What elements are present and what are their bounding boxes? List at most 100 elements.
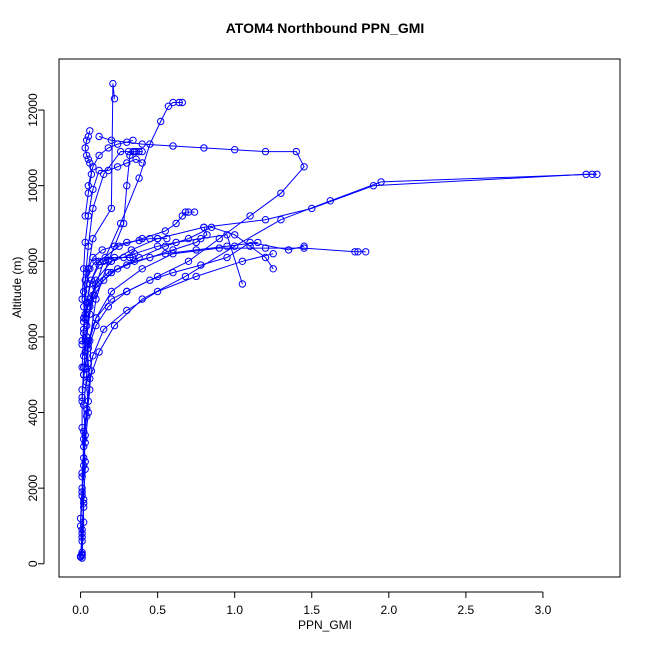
data-point [89, 163, 97, 171]
data-point [76, 553, 85, 561]
data-point [81, 144, 89, 152]
data-point [377, 178, 385, 186]
data-point [207, 223, 216, 232]
data-point [354, 248, 362, 256]
series-line [81, 136, 305, 390]
data-point [238, 280, 247, 288]
data-point [153, 234, 162, 243]
data-point [110, 95, 119, 103]
data-point [80, 503, 88, 511]
data-point [89, 185, 97, 194]
x-tick-label: 3.0 [535, 603, 552, 617]
data-point [588, 170, 596, 179]
data-point [84, 189, 93, 197]
series-line [83, 238, 167, 292]
data-point [153, 272, 162, 281]
data-point [95, 166, 103, 175]
x-tick-label: 2.5 [458, 603, 475, 617]
y-tick-label: 6000 [26, 323, 40, 350]
data-point [107, 268, 116, 277]
data-point [175, 98, 183, 107]
data-point [129, 136, 137, 145]
data-point [223, 231, 231, 239]
data-point [138, 265, 146, 273]
data-point [80, 303, 88, 311]
data-point [326, 197, 334, 205]
x-tick-label: 0.5 [149, 603, 166, 617]
data-point [203, 231, 211, 239]
data-point [284, 246, 293, 254]
data-point [169, 250, 177, 258]
data-point [100, 257, 108, 265]
data-point [107, 295, 116, 303]
y-axis-label: Altitude (m) [10, 256, 24, 318]
data-point [92, 280, 100, 288]
data-point [261, 244, 270, 252]
data-point [197, 261, 205, 269]
data-point [78, 537, 86, 545]
data-point [80, 352, 88, 360]
data-point [86, 386, 94, 394]
data-point [83, 412, 91, 420]
data-point [197, 234, 205, 243]
data-point [107, 204, 116, 213]
data-point [78, 340, 86, 349]
data-point [169, 142, 177, 150]
data-point [157, 117, 165, 126]
data-point [238, 257, 247, 265]
data-point [138, 147, 146, 156]
data-point [362, 248, 370, 256]
x-tick-label: 1.5 [303, 603, 320, 617]
data-point [89, 253, 97, 262]
data-point [146, 253, 154, 262]
data-point [92, 276, 100, 284]
data-point [126, 253, 134, 262]
data-point [78, 423, 86, 432]
data-point [78, 492, 86, 500]
data-point [300, 163, 308, 171]
data-point [231, 231, 239, 239]
data-point [104, 166, 113, 175]
data-point [351, 248, 359, 256]
data-point [83, 151, 91, 160]
data-point [300, 244, 308, 252]
data-point [161, 227, 170, 235]
y-tick-label: 4000 [26, 399, 40, 426]
data-point [300, 242, 308, 250]
data-point [146, 276, 154, 284]
data-point [192, 272, 200, 281]
data-point [83, 136, 91, 145]
data-point [161, 250, 170, 258]
data-point [135, 147, 143, 156]
data-point [130, 250, 139, 258]
data-point [277, 189, 285, 197]
data-point [138, 140, 146, 148]
data-point [123, 182, 131, 190]
data-point [90, 291, 99, 299]
data-point [78, 554, 86, 562]
data-point [100, 170, 108, 179]
data-point [169, 246, 177, 254]
data-point [261, 253, 270, 262]
data-point [98, 246, 106, 254]
data-point [223, 242, 231, 250]
data-point [95, 151, 103, 160]
y-tick-label: 12000 [26, 93, 40, 127]
data-point [138, 295, 146, 303]
data-point [80, 461, 88, 470]
data-point [113, 265, 122, 273]
series-points [76, 79, 601, 562]
series-lines [80, 83, 597, 559]
data-point [369, 182, 378, 190]
data-point [231, 242, 239, 250]
data-point [116, 219, 125, 228]
data-point [95, 257, 103, 265]
data-point [116, 147, 125, 156]
data-point [261, 216, 270, 224]
data-point [80, 318, 88, 326]
data-point [81, 458, 89, 466]
y-tick-label: 0 [26, 560, 40, 567]
data-point [178, 98, 187, 107]
data-point [161, 242, 170, 250]
data-point [184, 234, 193, 243]
